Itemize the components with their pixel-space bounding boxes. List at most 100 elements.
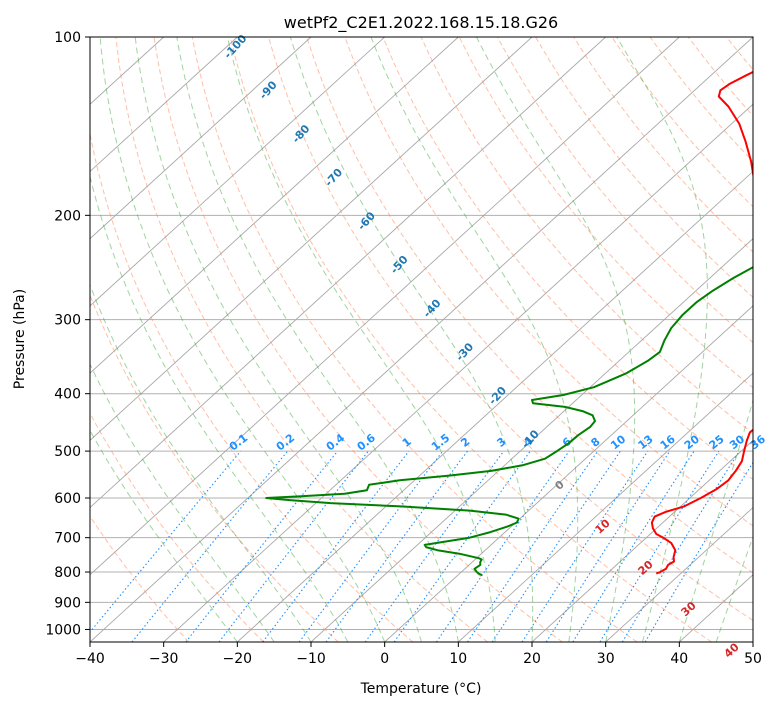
moist-adiabat-label: 40 <box>722 640 742 660</box>
dry-adiabat-line <box>191 37 638 642</box>
x-axis-label: Temperature (°C) <box>360 681 482 697</box>
dry-adiabat-line <box>726 37 753 71</box>
dry-adiabat-label: -60 <box>355 209 378 233</box>
mixing-ratio-line <box>621 450 740 642</box>
moist-adiabat-line <box>226 37 496 642</box>
mixing-ratio-line <box>521 450 649 642</box>
x-tick-label: −30 <box>149 651 179 667</box>
background-lines <box>90 37 753 642</box>
mixing-ratio-line <box>393 450 531 642</box>
isotherm-line <box>752 641 753 642</box>
x-tick-label: 50 <box>744 651 762 667</box>
moist-adiabat-line <box>90 283 312 642</box>
moist-adiabat-line <box>176 37 459 642</box>
plot-frame <box>89 36 754 643</box>
y-axis-ticks: 100 200 300 400 500 600 700 800 900 1000 <box>45 30 90 638</box>
moist-adiabat-label: 10 <box>593 516 613 536</box>
moist-adiabat-line <box>616 37 708 642</box>
dry-adiabat-line <box>90 131 414 642</box>
temperature-trace <box>650 70 753 575</box>
moist-adiabat-line <box>715 535 753 642</box>
y-tick-label: 500 <box>54 444 81 460</box>
dry-adiabat-line <box>420 37 753 435</box>
mixing-ratio-label: 0.2 <box>274 431 297 453</box>
isotherm-line <box>90 37 606 509</box>
dry-adiabat-label: -80 <box>290 122 313 146</box>
isotherm-line <box>90 37 238 173</box>
sounding-traces <box>265 70 753 577</box>
dry-adiabat-line <box>90 412 264 642</box>
isotherm-line <box>163 103 753 642</box>
mixing-ratio-line <box>364 450 505 642</box>
mixing-ratio-label: 16 <box>658 432 678 452</box>
mixing-ratio-line <box>325 450 468 642</box>
mixing-ratio-label: 1 <box>400 435 414 450</box>
mixing-ratio-line <box>218 450 369 642</box>
dry-adiabat-label: -50 <box>388 253 411 277</box>
isotherm-line <box>90 37 533 441</box>
x-tick-label: 30 <box>597 651 615 667</box>
isotherm-line <box>90 37 459 374</box>
mixing-ratio-label: 0.4 <box>324 431 348 453</box>
dry-adiabat-line <box>268 37 753 622</box>
moist-adiabat-line <box>476 37 636 642</box>
dry-adiabat-label: -70 <box>322 166 345 190</box>
mixing-ratio-label: 13 <box>636 433 656 453</box>
y-tick-label: 400 <box>54 387 81 403</box>
mixing-ratio-label: 0.6 <box>355 431 379 453</box>
dry-adiabat-label: -40 <box>421 296 444 320</box>
x-tick-label: −10 <box>296 651 326 667</box>
dry-adiabat-line <box>153 37 563 642</box>
dry-adiabat-line <box>90 515 190 642</box>
isotherm-line <box>458 372 753 642</box>
y-tick-label: 900 <box>54 595 81 611</box>
mixing-ratio-line <box>435 450 570 642</box>
mixing-ratio-label: 2 <box>458 435 472 450</box>
moist-adiabat-line <box>289 37 534 642</box>
x-tick-label: −40 <box>75 651 105 667</box>
isotherm-line <box>90 37 312 240</box>
dry-adiabat-line <box>344 37 753 527</box>
chart-title: wetPf2_C2E1.2022.168.15.18.G26 <box>284 13 558 33</box>
mixing-ratio-line <box>262 450 410 642</box>
dry-adiabat-line <box>611 37 753 208</box>
x-tick-label: −20 <box>223 651 253 667</box>
y-tick-label: 300 <box>54 313 81 329</box>
dry-adiabat-line <box>382 37 753 481</box>
y-tick-label: 200 <box>54 208 81 224</box>
isotherm-line <box>90 37 680 576</box>
moist-adiabat-line <box>90 174 349 642</box>
mixing-ratio-line <box>298 450 444 642</box>
x-tick-label: 20 <box>523 651 541 667</box>
mixing-ratio-label: 3 <box>495 435 509 450</box>
isotherm-line <box>531 439 753 642</box>
adiabat-labels: 0.1 0.2 0.4 0.6 1 1.5 2 3 4 6 8 10 13 16 20 25 30 36-100-… <box>221 32 768 661</box>
dry-adiabat-line <box>496 37 753 344</box>
moist-adiabat-label: 0 <box>552 478 567 493</box>
y-tick-label: 600 <box>54 491 81 507</box>
mixing-ratio-label: 0.1 <box>227 431 250 453</box>
dry-adiabat-line <box>687 37 753 117</box>
mixing-ratio-line <box>467 450 599 642</box>
mixing-ratio-label: 36 <box>748 432 768 452</box>
dry-adiabat-label: -20 <box>486 384 509 408</box>
y-tick-label: 700 <box>54 531 81 547</box>
moist-adiabat-line <box>370 37 579 642</box>
y-tick-label: 100 <box>54 30 81 46</box>
mixing-ratio-line <box>131 450 289 642</box>
isotherm-line <box>384 305 753 642</box>
dry-adiabat-line <box>535 37 753 298</box>
y-axis-label: Pressure (hPa) <box>12 289 28 389</box>
moist-adiabat-line <box>678 398 753 642</box>
x-tick-label: 10 <box>449 651 467 667</box>
dry-adiabat-line <box>649 37 753 163</box>
moist-adiabat-line <box>90 429 238 642</box>
dry-adiabat-line <box>306 37 753 574</box>
mixing-ratio-line <box>599 450 720 642</box>
dry-adiabat-line <box>115 37 488 642</box>
mixing-ratio-line <box>545 450 671 642</box>
mixing-ratio-line <box>572 450 695 642</box>
x-tick-label: 40 <box>670 651 688 667</box>
dry-adiabat-label: -10 <box>519 427 542 451</box>
